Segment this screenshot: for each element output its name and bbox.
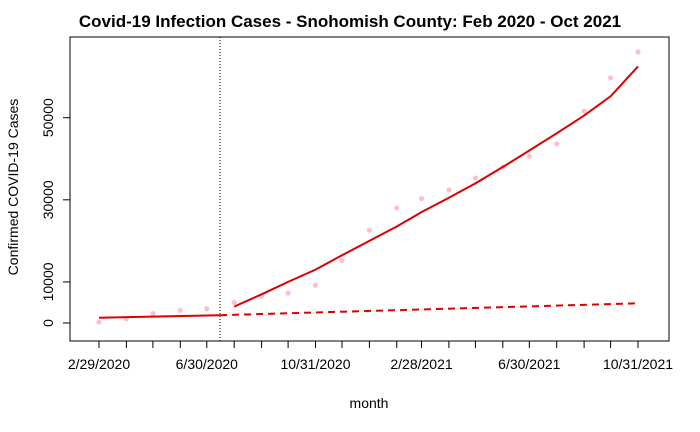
x-axis-label: month xyxy=(350,395,389,411)
data-point xyxy=(526,153,532,159)
fitted-post-line xyxy=(233,65,639,308)
data-point xyxy=(635,49,641,55)
x-tick-label: 2/28/2021 xyxy=(390,356,452,372)
y-axis-label: Confirmed COVID-19 Cases xyxy=(5,99,21,276)
y-tick-label: 10000 xyxy=(40,262,56,301)
y-tick-label: 0 xyxy=(40,319,56,327)
y-tick-label: 50000 xyxy=(40,98,56,137)
data-point xyxy=(204,306,210,312)
data-point xyxy=(581,108,587,114)
data-point xyxy=(285,290,291,296)
x-axis: 2/29/2020 6/30/2020 10/31/2020 2/28/2021 6/3… xyxy=(68,340,673,372)
data-point xyxy=(608,75,614,81)
data-point xyxy=(366,227,372,233)
data-point xyxy=(446,187,452,193)
counterfactual-line xyxy=(220,302,639,317)
data-point xyxy=(231,299,237,306)
x-tick-label: 6/30/2020 xyxy=(176,356,238,372)
y-tick-label: 30000 xyxy=(40,180,56,219)
fitted-pre-line xyxy=(98,314,221,319)
series-layer xyxy=(96,49,641,325)
data-point xyxy=(394,205,400,211)
data-point xyxy=(554,141,560,147)
x-tick-label: 6/30/2021 xyxy=(498,356,560,372)
data-point xyxy=(312,282,319,288)
data-point xyxy=(177,307,183,313)
x-tick-label: 10/31/2021 xyxy=(603,356,673,372)
x-tick-label: 2/29/2020 xyxy=(68,356,130,372)
data-point xyxy=(150,310,156,317)
data-point xyxy=(339,257,345,264)
data-point xyxy=(96,319,102,325)
y-axis: 0 10000 30000 50000 xyxy=(40,98,71,327)
data-point xyxy=(418,195,425,202)
data-point xyxy=(472,175,479,181)
chart-title: Covid-19 Infection Cases - Snohomish Cou… xyxy=(79,12,621,31)
x-tick-label: 10/31/2020 xyxy=(280,356,350,372)
plot-frame xyxy=(69,36,670,342)
